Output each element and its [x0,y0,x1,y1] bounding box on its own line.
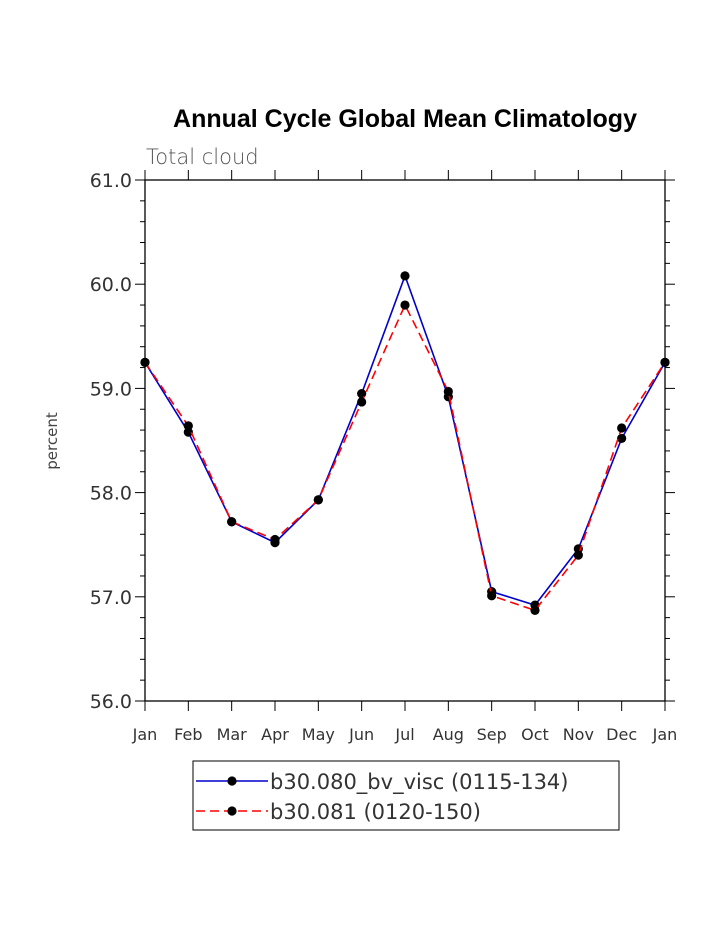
legend: b30.080_bv_visc (0115-134) b30.081 (0120-… [192,760,620,831]
series-1-point [357,389,367,399]
series-2-point [270,534,280,545]
series-2-point [313,495,323,505]
legend-marker-2 [227,806,237,816]
y-tick-label: 56.0 [90,691,132,713]
x-tick-label: Nov [563,725,594,744]
series-2-point [183,421,193,431]
y-tick-label: 59.0 [90,378,132,400]
axes: 56.0 57.0 58.0 59.0 60.0 61.0 Jan Feb Mar Apr May J… [90,170,678,744]
series-2-point [443,386,453,397]
x-tick-label: Apr [261,725,289,744]
x-tick-label: Oct [521,725,549,744]
series-line-1 [144,273,666,607]
y-tick-label: 61.0 [90,170,132,192]
x-tick-label: Feb [174,725,202,744]
legend-box [192,760,620,831]
x-tick-label: Sep [477,725,507,744]
x-tick-label: Jun [348,725,374,744]
series-2-point [400,300,410,310]
y-tick-label: 58.0 [90,483,132,505]
series-2-point [140,357,150,367]
series-2-point [227,517,237,527]
x-tick-label: Mar [217,725,248,744]
x-tick-label: Aug [433,725,464,744]
series-layer [140,271,670,615]
x-tick-label: Jan [132,725,158,744]
plot-frame [144,179,666,702]
legend-marker-1 [227,776,237,786]
series-2-point [487,591,497,601]
chart-subtitle: Total cloud [146,145,259,169]
x-tick-label: May [302,725,335,744]
x-tick-label: Jul [394,725,414,744]
chart-title: Annual Cycle Global Mean Climatology [173,105,637,133]
y-tick-label: 60.0 [90,274,132,296]
x-tick-label: Jan [652,725,678,744]
series-1-point [400,271,410,281]
series-2-point [617,423,627,433]
series-1-point [617,433,627,444]
y-axis-label: percent [43,412,61,470]
series-line-2 [144,303,666,612]
series-2-point [530,605,540,615]
series-2-point [660,357,670,367]
y-tick-label: 57.0 [90,587,132,609]
legend-label-2: b30.081 (0120-150) [270,800,481,824]
series-2-point [357,397,367,407]
legend-label-1: b30.080_bv_visc (0115-134) [270,770,568,795]
series-2-point [573,550,583,560]
x-tick-label: Dec [606,725,637,744]
